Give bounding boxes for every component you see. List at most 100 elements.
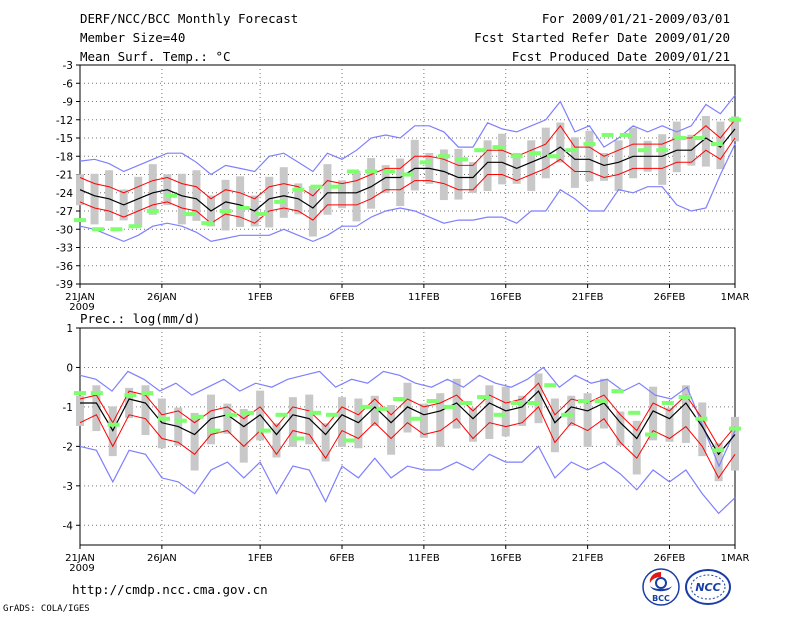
panel2-xtick-label: 11FEB [408, 553, 440, 564]
panel2-obs-marker [729, 426, 741, 431]
panel2-spread-box [583, 393, 592, 447]
panel1-obs-marker [583, 142, 596, 147]
panel2-spread-box [223, 403, 232, 434]
panel1-spread-box [658, 134, 667, 185]
grads-credit: GrADS: COLA/IGES [3, 604, 90, 614]
panel1-ytick-label: -24 [56, 188, 73, 200]
panel1-spread-box [105, 170, 114, 221]
panel2-xtick-label: 26FEB [654, 553, 686, 564]
panel1-spread-box [498, 133, 507, 185]
panel1-spread-box [134, 176, 143, 228]
ncc-logo: NCC [684, 568, 732, 606]
panel2-obs-marker [325, 412, 338, 417]
panel1-spread-box [396, 158, 405, 207]
panel1-ytick-label: -18 [56, 151, 73, 163]
panel2-obs-marker [527, 400, 540, 405]
panel1-obs-marker [674, 136, 687, 140]
panel2-spread-box [321, 423, 330, 462]
ncc-logo-text: NCC [695, 581, 720, 594]
panel1-obs-marker [619, 132, 632, 137]
panel1-ytick-label: -27 [56, 206, 73, 218]
panel1-spread-box [177, 173, 186, 225]
panel1-spread-box [541, 127, 550, 179]
panel2-obs-marker [376, 406, 389, 411]
panel1-spread-box [556, 122, 565, 163]
panel1-spread-box [731, 116, 739, 142]
panel2-spread-box [141, 385, 150, 436]
panel2-spread-box [698, 402, 707, 457]
panel1-spread-box [439, 149, 448, 201]
panel2-spread-box [387, 405, 396, 455]
panel1-spread-box [701, 115, 710, 167]
panel2-spread-box [436, 393, 445, 447]
panel1-obs-marker [365, 169, 378, 174]
panel1-obs-marker [419, 160, 432, 165]
panel2-spread-box [190, 412, 199, 471]
bcc-logo: BCC [642, 568, 680, 606]
panel1-obs-marker [310, 184, 323, 189]
panel2-xtick-label: 1FEB [247, 553, 272, 564]
panel2-obs-marker [544, 383, 557, 388]
panel1-obs-marker [528, 151, 541, 156]
panel1-spread-box [585, 130, 594, 182]
panel1-spread-box [148, 164, 157, 215]
panel2-obs-marker [191, 414, 204, 419]
panel1-obs-marker [237, 205, 250, 210]
panel2-obs-marker [645, 432, 658, 437]
panel2-mean-line [80, 390, 736, 456]
panel2-obs-marker [695, 416, 708, 421]
panel1-obs-marker [692, 136, 705, 140]
panel1-xtick-label: 6FEB [329, 292, 354, 303]
panel1-xtick-label: 16FEB [490, 292, 522, 303]
panel1-obs-marker [346, 169, 359, 174]
chart-title: DERF/NCC/BCC Monthly Forecast [80, 11, 299, 26]
panel1-obs-marker [492, 145, 505, 150]
panel2-xtick-label: 21FEB [572, 553, 604, 564]
panel2-spread-box [518, 395, 527, 426]
panel2-xtick-label: 21JAN [65, 553, 95, 564]
panel2-obs-marker [611, 389, 624, 394]
panel1-obs-marker [74, 218, 86, 223]
panel2-obs-marker [409, 416, 422, 421]
panel2-spread-box [419, 403, 428, 438]
panel2-lower-line [79, 406, 736, 479]
panel2-obs-marker [309, 410, 322, 415]
panel2-obs-marker [493, 412, 506, 417]
panel1-spread-box [410, 139, 419, 191]
panel2-spread-box [76, 395, 84, 426]
panel1-xtick-label: 1FEB [247, 292, 272, 303]
source-url[interactable]: http://cmdp.ncc.cma.gov.cn [72, 582, 268, 597]
panel2-obs-marker [712, 448, 725, 453]
panel2-obs-marker [107, 422, 120, 427]
panel1-spread-box [90, 173, 99, 225]
panel2-spread-box [501, 386, 510, 437]
panel2-obs-marker [342, 438, 355, 443]
panel2-obs-marker [661, 400, 674, 405]
panel2-obs-marker [275, 412, 288, 417]
panel1-min-line [79, 143, 736, 243]
panel1-lower-line [79, 137, 736, 224]
panel1-obs-marker [383, 169, 396, 174]
panel2-spread-box [92, 385, 101, 432]
panel1-obs-marker [437, 154, 450, 159]
panel1-obs-marker [255, 212, 268, 217]
panel1-spread-box [265, 176, 274, 228]
panel2-spread-box [157, 398, 166, 449]
panel2-obs-marker [359, 404, 372, 409]
panel2-spread-box [665, 407, 674, 442]
panel2-spread-box [534, 373, 543, 424]
panel1-spread-box [454, 148, 463, 200]
panel1-upper-line [79, 119, 736, 200]
panel1-obs-marker [219, 209, 232, 213]
panel1-obs-marker [328, 184, 341, 189]
panel2-ytick-label: -4 [63, 520, 74, 532]
panel2-spread-box [469, 407, 477, 442]
panel2-obs-marker [426, 398, 439, 403]
panel1-spread-box [570, 137, 579, 188]
panel2-spread-box [272, 423, 281, 458]
panel1-ytick-label: -3 [63, 60, 73, 72]
panel2-obs-marker [225, 412, 238, 417]
panel1-spread-box [279, 167, 288, 218]
panel1-obs-marker [710, 142, 723, 147]
